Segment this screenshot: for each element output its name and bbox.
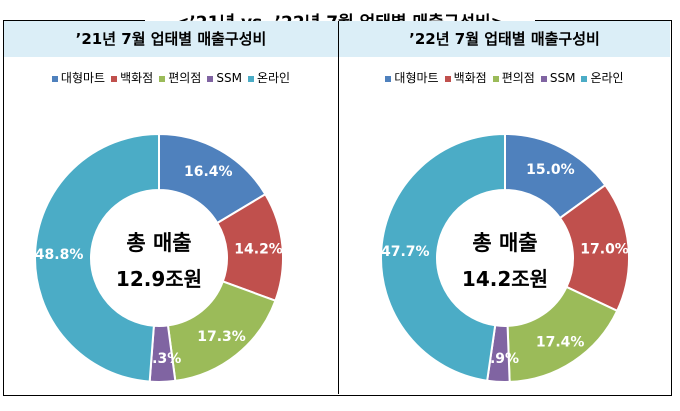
legend-label: 백화점 <box>453 71 487 85</box>
legend: 대형마트 백화점 편의점 SSM 온라인 <box>339 69 670 86</box>
legend-item: 대형마트 <box>385 69 439 86</box>
legend-label: SSM <box>216 71 242 85</box>
legend-swatch <box>581 75 588 82</box>
legend-label: 대형마트 <box>394 71 439 85</box>
legend-label: 백화점 <box>120 71 154 85</box>
legend-item: 편의점 <box>159 69 201 86</box>
donut-slice <box>33 132 160 383</box>
data-label: 16.4% <box>184 164 233 180</box>
legend-swatch <box>159 75 166 82</box>
data-label: 17.3% <box>197 329 246 345</box>
legend: 대형마트 백화점 편의점 SSM 온라인 <box>4 69 338 86</box>
chart-title: ’21년 7월 업태별 매출구성비 <box>4 21 338 57</box>
legend-item: 편의점 <box>492 69 535 86</box>
legend-swatch <box>540 75 547 82</box>
legend-item: 온라인 <box>247 69 291 86</box>
chart-title: ’22년 7월 업태별 매출구성비 <box>339 21 670 57</box>
legend-item: SSM <box>207 71 242 85</box>
total-sales-label: 총 매출 <box>126 231 191 255</box>
legend-item: 대형마트 <box>51 69 106 86</box>
legend-label: 편의점 <box>501 71 535 85</box>
legend-item: 백화점 <box>444 69 487 86</box>
legend-item: SSM <box>540 71 576 85</box>
legend-label: 대형마트 <box>60 71 106 85</box>
legend-item: 온라인 <box>581 69 624 86</box>
data-label: 48.8% <box>35 247 84 263</box>
chart-panel-2021: ’21년 7월 업태별 매출구성비 대형마트 백화점 편의점 SSM 온라인 16.4%… <box>4 21 339 394</box>
legend-label: 편의점 <box>168 71 202 85</box>
legend-swatch <box>111 75 118 82</box>
legend-swatch <box>207 75 214 82</box>
total-sales-value: 12.9조원 <box>116 267 202 291</box>
data-label: 47.7% <box>381 244 430 260</box>
legend-label: SSM <box>549 71 576 85</box>
legend-label: 온라인 <box>256 71 291 85</box>
legend-swatch <box>51 75 58 82</box>
data-label: 15.0% <box>526 162 575 178</box>
data-label: 17.0% <box>580 242 629 258</box>
data-label: 17.4% <box>536 334 585 350</box>
legend-swatch <box>444 75 451 82</box>
legend-swatch <box>492 75 499 82</box>
legend-label: 온라인 <box>590 71 624 85</box>
legend-item: 백화점 <box>111 69 153 86</box>
donut-slice <box>380 132 506 382</box>
legend-swatch <box>247 75 254 82</box>
legend-swatch <box>385 75 392 82</box>
total-sales-value: 14.2조원 <box>462 267 548 291</box>
data-label: 14.2% <box>234 242 283 258</box>
total-sales-label: 총 매출 <box>472 231 537 255</box>
chart-panel-2022: ’22년 7월 업태별 매출구성비 대형마트 백화점 편의점 SSM 온라인 15.0%… <box>339 21 670 394</box>
